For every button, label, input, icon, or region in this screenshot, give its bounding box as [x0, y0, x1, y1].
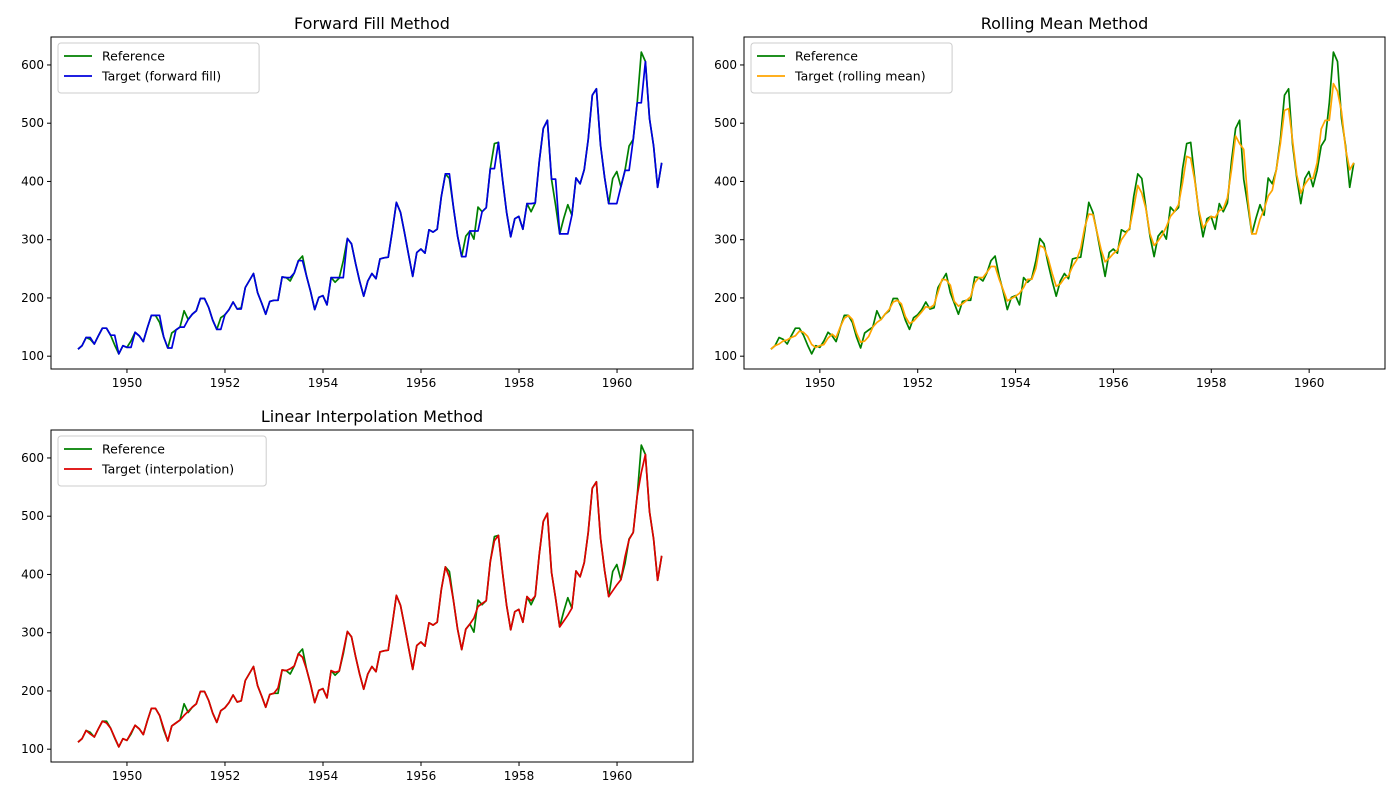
legend: Reference Target (forward fill) — [57, 42, 260, 94]
x-tick-label: 1952 — [902, 376, 933, 390]
chart-panel-2: Rolling Mean Method 1950 1952 1954 1956 1958 1… — [714, 14, 1386, 390]
y-tick-label: 200 — [21, 684, 44, 698]
x-tick-label: 1958 — [1196, 376, 1227, 390]
chart-title: Forward Fill Method — [294, 14, 450, 33]
series-line-target — [770, 82, 1355, 350]
legend-label: Reference — [795, 49, 858, 64]
x-tick-label: 1958 — [504, 376, 535, 390]
legend-label: Target (rolling mean) — [794, 69, 926, 84]
y-tick-label: 500 — [21, 116, 44, 130]
legend-box — [750, 42, 953, 94]
y-tick-label: 400 — [21, 174, 44, 188]
chart-title: Rolling Mean Method — [981, 14, 1149, 33]
x-tick-label: 1952 — [210, 769, 241, 783]
y-tick-label: 300 — [21, 233, 44, 247]
x-tick-label: 1950 — [112, 376, 143, 390]
series-line-target — [77, 453, 663, 748]
x-tick-label: 1960 — [602, 376, 633, 390]
legend-label: Target (interpolation) — [101, 462, 234, 477]
y-tick-label: 400 — [714, 174, 737, 188]
y-tick-label: 400 — [21, 567, 44, 581]
legend-label: Reference — [102, 49, 165, 64]
x-tick-label: 1950 — [805, 376, 836, 390]
plot-frame — [743, 36, 1386, 370]
y-tick-label: 100 — [21, 742, 44, 756]
series-line-reference — [770, 51, 1355, 355]
x-tick-label: 1960 — [602, 769, 633, 783]
chart-panel-3: Linear Interpolation Method 1950 1952 1954 1… — [21, 407, 694, 783]
y-tick-label: 200 — [21, 291, 44, 305]
y-tick-label: 600 — [21, 58, 44, 72]
x-tick-label: 1950 — [112, 769, 143, 783]
plot-frame — [50, 36, 694, 370]
y-tick-label: 600 — [714, 58, 737, 72]
legend: Reference Target (interpolation) — [57, 435, 267, 487]
x-tick-label: 1960 — [1294, 376, 1325, 390]
y-tick-label: 300 — [714, 233, 737, 247]
y-tick-label: 500 — [714, 116, 737, 130]
x-tick-label: 1956 — [406, 376, 437, 390]
y-tick-label: 600 — [21, 451, 44, 465]
x-tick-label: 1956 — [406, 769, 437, 783]
chart-panel-1: Forward Fill Method 1950 1952 1954 1956 1958 1… — [21, 14, 694, 390]
legend-label: Reference — [102, 442, 165, 457]
x-tick-label: 1958 — [504, 769, 535, 783]
x-tick-label: 1956 — [1098, 376, 1129, 390]
y-tick-label: 100 — [714, 349, 737, 363]
legend: Reference Target (rolling mean) — [750, 42, 953, 94]
y-tick-label: 200 — [714, 291, 737, 305]
legend-box — [57, 42, 260, 94]
y-tick-label: 500 — [21, 509, 44, 523]
y-tick-label: 100 — [21, 349, 44, 363]
x-tick-label: 1954 — [1000, 376, 1031, 390]
x-tick-label: 1954 — [308, 769, 339, 783]
chart-title: Linear Interpolation Method — [261, 407, 483, 426]
series-line-reference — [77, 51, 663, 355]
x-tick-label: 1952 — [210, 376, 241, 390]
series-line-reference — [77, 444, 663, 748]
legend-box — [57, 435, 267, 487]
y-tick-label: 300 — [21, 626, 44, 640]
legend-label: Target (forward fill) — [101, 69, 221, 84]
x-tick-label: 1954 — [308, 376, 339, 390]
plot-frame — [50, 429, 694, 763]
series-line-target — [77, 60, 663, 355]
